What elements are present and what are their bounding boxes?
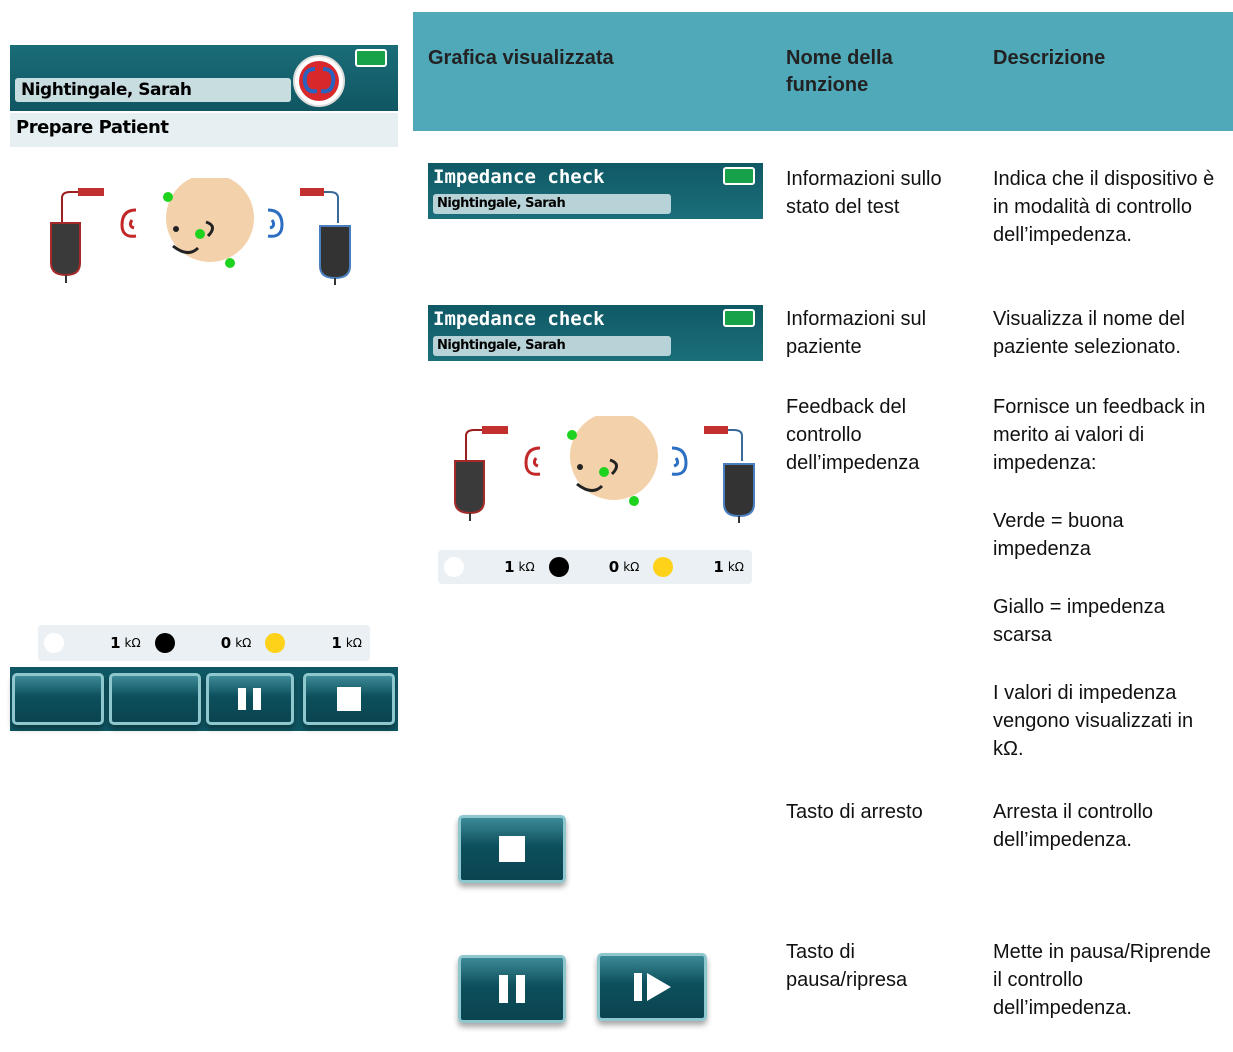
patient-name: Nightingale, Sarah bbox=[15, 78, 291, 102]
impedance-graphic bbox=[454, 412, 755, 523]
description-paragraph: Visualizza il nome del paziente selezion… bbox=[993, 308, 1185, 358]
electrode-dot bbox=[154, 633, 175, 653]
impedance-strip: 1 kΩ 0 kΩ 1 kΩ bbox=[38, 625, 370, 661]
header-cell: Nome della funzione bbox=[786, 47, 893, 96]
table-header: Grafica visualizzata Nome della funzione… bbox=[413, 12, 1233, 131]
header-cell: Descrizione bbox=[993, 47, 1106, 69]
description-paragraph: I valori di impedenza vengono visualizza… bbox=[993, 682, 1194, 760]
impedance-value: 1 bbox=[713, 558, 724, 576]
graphic-holder bbox=[48, 174, 358, 288]
description-paragraph: Arresta il controllo dell’impedenza. bbox=[993, 801, 1154, 851]
patient-name: Nightingale, Sarah bbox=[433, 194, 671, 214]
electrode-dot bbox=[44, 633, 64, 653]
status-bar-graphic: Impedance check Nightingale, Sarah bbox=[428, 163, 763, 219]
device-screen: Nightingale, Sarah Prepare Patient 1 kΩ 0 k… bbox=[10, 45, 398, 731]
function-name: Tasto di pausa/ripresa bbox=[786, 941, 908, 991]
impedance-unit: kΩ bbox=[345, 636, 362, 650]
electrode-dot bbox=[444, 557, 464, 577]
impedance-value: 0 bbox=[608, 558, 620, 576]
header-cell: Grafica visualizzata bbox=[428, 47, 614, 69]
battery-icon bbox=[723, 309, 755, 327]
description: Fornisce un feedback in merito ai valori… bbox=[993, 393, 1225, 793]
screen-title: Prepare Patient bbox=[10, 113, 398, 147]
impedance-unit: kΩ bbox=[727, 560, 744, 574]
resume-glyph bbox=[634, 973, 671, 1001]
description-paragraph: Mette in pausa/Riprende il controllo del… bbox=[993, 941, 1211, 1019]
status-bar-graphic: Impedance check Nightingale, Sarah bbox=[428, 305, 763, 361]
battery-icon bbox=[355, 49, 387, 67]
impedance-unit: kΩ bbox=[124, 636, 141, 650]
impedance-graphic bbox=[50, 174, 351, 285]
electrode-dot bbox=[265, 633, 286, 653]
impedance-unit: kΩ bbox=[518, 560, 535, 574]
description: Visualizza il nome del paziente selezion… bbox=[993, 305, 1225, 391]
function-name: Tasto di arresto bbox=[786, 801, 923, 823]
stop-button[interactable] bbox=[303, 673, 395, 725]
status-title: Impedance check bbox=[433, 166, 605, 188]
function-name: Informazioni sul paziente bbox=[786, 308, 927, 358]
status-title: Impedance check bbox=[433, 308, 605, 330]
battery-icon bbox=[723, 167, 755, 185]
ear-glyph bbox=[299, 61, 339, 101]
graphic-holder bbox=[452, 412, 762, 526]
impedance-value: 0 bbox=[220, 634, 232, 652]
pause-button[interactable] bbox=[206, 673, 294, 725]
impedance-value: 1 bbox=[504, 558, 515, 576]
function-name: Feedback del controllo dell’impedenza bbox=[786, 396, 920, 474]
description-paragraph: Indica che il dispositivo è in modalità … bbox=[993, 168, 1215, 246]
description-paragraph: Fornisce un feedback in merito ai valori… bbox=[993, 396, 1206, 474]
resume-button[interactable] bbox=[597, 953, 707, 1021]
impedance-unit: kΩ bbox=[623, 560, 640, 574]
electrode-dot bbox=[653, 557, 674, 577]
patient-name: Nightingale, Sarah bbox=[433, 336, 671, 356]
impedance-strip: 1 kΩ 0 kΩ 1 kΩ bbox=[438, 550, 752, 584]
description: Arresta il controllo dell’impedenza. bbox=[993, 798, 1225, 884]
stop-button[interactable] bbox=[458, 815, 566, 883]
electrode-dot bbox=[548, 557, 569, 577]
function-name: Informazioni sullo stato del test bbox=[786, 168, 942, 218]
impedance-value: 1 bbox=[331, 634, 342, 652]
description: Indica che il dispositivo è in modalità … bbox=[993, 165, 1225, 279]
blank-button[interactable] bbox=[109, 673, 201, 725]
header-bar: Nightingale, Sarah bbox=[10, 45, 398, 111]
impedance-value: 1 bbox=[110, 634, 121, 652]
description-paragraph: Giallo = impedenza scarsa bbox=[993, 596, 1165, 646]
pause-button[interactable] bbox=[458, 955, 566, 1023]
button-bar bbox=[10, 667, 398, 731]
impedance-unit: kΩ bbox=[235, 636, 252, 650]
description: Mette in pausa/Riprende il controllo del… bbox=[993, 938, 1225, 1052]
ear-icon bbox=[293, 55, 345, 107]
description-paragraph: Verde = buona impedenza bbox=[993, 510, 1124, 560]
blank-button[interactable] bbox=[12, 673, 104, 725]
